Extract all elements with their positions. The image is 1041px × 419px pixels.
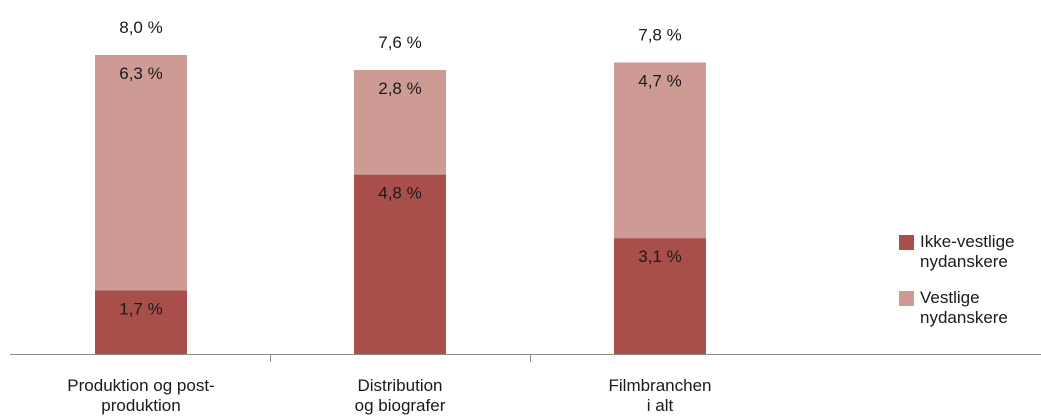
category-label: Filmbranchen <box>609 376 712 395</box>
legend-swatch-ikke-vestlige <box>899 235 914 250</box>
segment-value-label: 1,7 % <box>119 299 162 318</box>
category-label: og biografer <box>355 396 446 415</box>
total-value-label: 7,6 % <box>378 33 421 52</box>
legend-item-vestlige: Vestlige nydanskere <box>899 288 1041 328</box>
legend-item-ikke-vestlige: Ikke-vestlige nydanskere <box>899 232 1041 272</box>
legend-label-ikke-vestlige: Ikke-vestlige nydanskere <box>920 232 1015 271</box>
x-axis-ticks-group <box>270 354 531 362</box>
segment-value-label: 4,8 % <box>378 184 421 203</box>
segment-labels-group: 1,7 % 6,3 % 4,8 % 2,8 % 3,1 % 4,7 % <box>119 64 681 318</box>
legend-label-vestlige: Vestlige nydanskere <box>920 288 1008 327</box>
bar-segment-vestlige-3 <box>614 62 706 239</box>
total-value-label: 8,0 % <box>119 18 162 37</box>
category-labels-group: Produktion og post-produktion Distributio… <box>67 376 711 415</box>
category-label: Produktion og post- <box>67 376 214 395</box>
category-label: i alt <box>647 396 674 415</box>
total-value-label: 7,8 % <box>638 25 681 44</box>
segment-value-label: 6,3 % <box>119 64 162 83</box>
bar-segment-ikke-vestlige-1 <box>95 290 187 354</box>
legend-swatch-vestlige <box>899 291 914 306</box>
bar-segment-vestlige-1 <box>95 55 187 291</box>
bar-segment-vestlige-2 <box>354 69 446 175</box>
category-label: Distribution <box>357 376 442 395</box>
bar-segment-ikke-vestlige-3 <box>614 238 706 354</box>
bars-group <box>95 55 706 354</box>
total-labels-group: 8,0 % 7,6 % 7,8 % <box>119 18 681 52</box>
segment-value-label: 3,1 % <box>638 247 681 266</box>
bar-segment-ikke-vestlige-2 <box>354 174 446 354</box>
segment-value-label: 2,8 % <box>378 79 421 98</box>
category-label: produktion <box>101 396 180 415</box>
segment-value-label: 4,7 % <box>638 71 681 90</box>
legend: Ikke-vestlige nydanskere Vestlige nydans… <box>899 232 1041 344</box>
